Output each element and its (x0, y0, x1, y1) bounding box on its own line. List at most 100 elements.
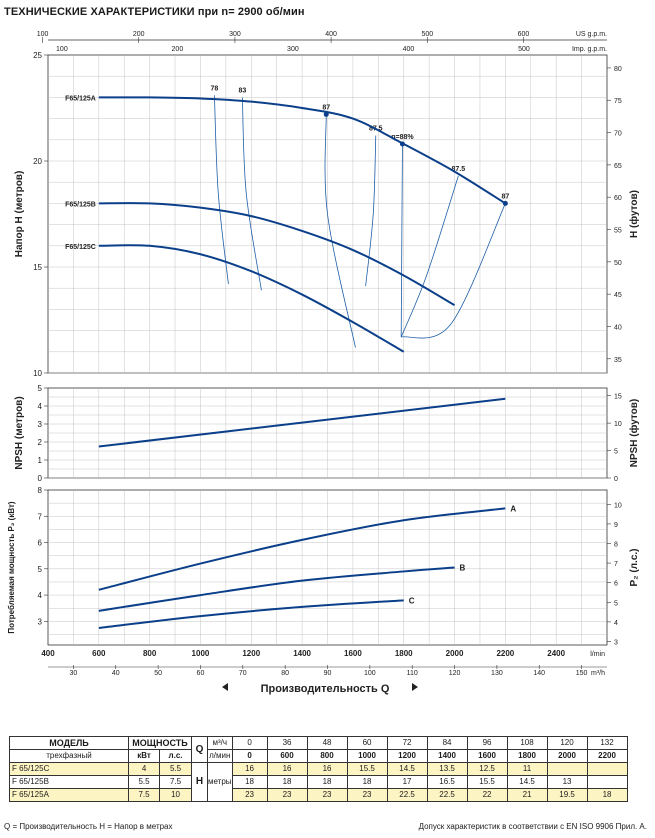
m3h-tick-label: 30 (70, 670, 78, 677)
m3h-tick-label: 90 (324, 670, 332, 677)
x-tick-label: 1000 (192, 649, 210, 658)
us-gpm-tick-label: 300 (229, 31, 241, 38)
h-cell: 16 (266, 762, 308, 776)
q-m3h-cell: 60 (346, 736, 388, 750)
m3h-tick-label: 70 (239, 670, 247, 677)
h-cell: 22.5 (386, 788, 428, 802)
efficiency-curve (401, 203, 506, 339)
x-tick-label: 400 (41, 649, 55, 658)
h-symbol: H (191, 762, 208, 802)
imp-gpm-tick-label: 200 (172, 46, 184, 53)
x-tick-label: 1800 (395, 649, 413, 658)
y2-tick-label: 65 (614, 163, 622, 170)
series-label: F65/125B (65, 201, 96, 208)
y2-axis-title: NPSH (футов) (628, 399, 640, 468)
efficiency-label: 83 (238, 87, 246, 94)
us-gpm-tick-label: 500 (421, 31, 433, 38)
lmin-unit-label: l/min (590, 651, 605, 658)
q-lmin-cell: 1200 (386, 749, 428, 763)
footer-legend: Q = Производительность H = Напор в метра… (4, 822, 173, 831)
y-tick-label: 4 (38, 402, 43, 411)
y2-tick-label: 45 (614, 292, 622, 299)
y2-tick-label: 5 (614, 600, 618, 607)
efficiency-curve (324, 114, 356, 348)
efficiency-curve (365, 135, 377, 287)
model-cell: F 65/125A (9, 788, 129, 802)
h-cell: 18 (306, 775, 348, 789)
y-axis-title: Напор H (метров) (14, 171, 25, 258)
y-tick-label: 2 (38, 438, 43, 447)
lmin-unit: л/мин (207, 749, 233, 763)
x-tick-label: 1600 (344, 649, 362, 658)
q-lmin-cell: 600 (266, 749, 308, 763)
y-tick-label: 10 (33, 369, 42, 378)
h-unit: метры (207, 762, 233, 802)
us-gpm-tick-label: 600 (518, 31, 530, 38)
y2-tick-label: 0 (614, 476, 618, 483)
y2-tick-label: 50 (614, 260, 622, 267)
efficiency-curve (214, 95, 229, 285)
efficiency-label: 87.5 (452, 166, 466, 173)
y2-tick-label: 60 (614, 195, 622, 202)
arrow-right-icon (412, 683, 418, 691)
model-cell: F 65/125C (9, 762, 129, 776)
x-tick-label: 1400 (293, 649, 311, 658)
h-cell: 15.5 (466, 775, 508, 789)
series-label: F65/125C (65, 244, 96, 251)
q-m3h-cell: 36 (266, 736, 308, 750)
y2-tick-label: 10 (614, 502, 622, 509)
y2-tick-label: 3 (614, 639, 618, 646)
kw-header: кВт (127, 749, 161, 763)
series-line (98, 244, 405, 353)
q-lmin-cell: 1600 (466, 749, 508, 763)
m3h-tick-label: 140 (533, 670, 545, 677)
m3h-unit-label: m³/h (591, 670, 605, 677)
y-tick-label: 15 (33, 263, 42, 272)
y2-tick-label: 80 (614, 66, 622, 73)
series-label: C (409, 596, 415, 605)
h-cell (586, 775, 628, 789)
x-tick-label: 1200 (242, 649, 260, 658)
kw-cell: 7.5 (127, 788, 161, 802)
h-cell: 19.5 (546, 788, 588, 802)
y-axis-title: NPSH (метров) (14, 396, 25, 469)
footer-tolerance: Допуск характеристик в соответствии с EN… (418, 822, 647, 831)
m3h-unit: м³/ч (207, 736, 233, 750)
h-cell: 15.5 (346, 762, 388, 776)
m3h-tick-label: 150 (576, 670, 588, 677)
y-tick-label: 3 (38, 617, 43, 626)
efficiency-curve (400, 144, 403, 337)
h-cell: 18 (586, 788, 628, 802)
y2-tick-label: 75 (614, 98, 622, 105)
q-m3h-cell: 120 (546, 736, 588, 750)
y2-tick-label: 70 (614, 131, 622, 138)
h-cell: 22 (466, 788, 508, 802)
h-cell: 21 (506, 788, 548, 802)
q-lmin-cell: 800 (306, 749, 348, 763)
model-header: МОДЕЛЬ (9, 736, 129, 750)
q-lmin-cell: 0 (231, 749, 268, 763)
series-line (98, 202, 456, 307)
q-lmin-cell: 1400 (426, 749, 468, 763)
m3h-tick-label: 110 (407, 670, 418, 677)
y2-tick-label: 40 (614, 324, 622, 331)
efficiency-point (502, 200, 508, 206)
efficiency-label: 78 (211, 85, 219, 92)
us-gpm-tick-label: 100 (37, 31, 49, 38)
y-tick-label: 0 (38, 474, 43, 483)
y-tick-label: 7 (38, 512, 43, 521)
x-tick-label: 2200 (496, 649, 514, 658)
q-symbol: Q (191, 736, 208, 763)
series-line (98, 397, 506, 448)
y2-tick-label: 10 (614, 421, 622, 428)
imp-gpm-label: Imp. g.p.m. (572, 46, 607, 53)
imp-gpm-tick-label: 400 (403, 46, 415, 53)
y2-tick-label: 8 (614, 541, 618, 548)
efficiency-label: 87 (322, 104, 330, 111)
y2-tick-label: 5 (614, 449, 618, 456)
h-cell: 13.5 (426, 762, 468, 776)
us-gpm-label: US g.p.m. (576, 31, 607, 38)
y-tick-label: 25 (33, 51, 42, 60)
kw-cell: 4 (127, 762, 161, 776)
